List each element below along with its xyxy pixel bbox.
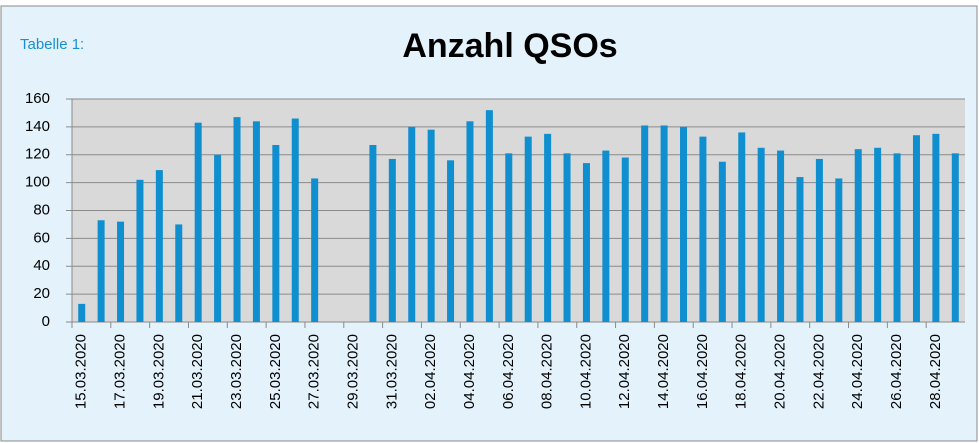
x-tick-label: 22.04.2020 xyxy=(810,334,827,409)
x-tick-label: 18.04.2020 xyxy=(733,334,750,409)
x-tick-label: 25.03.2020 xyxy=(267,334,284,409)
bar xyxy=(252,121,260,322)
y-tick-label: 0 xyxy=(42,313,50,330)
x-tick-label: 21.03.2020 xyxy=(189,334,206,409)
bar xyxy=(699,136,707,322)
x-tick-label: 10.04.2020 xyxy=(577,334,594,409)
bar xyxy=(427,129,435,322)
bar xyxy=(505,153,513,322)
bar xyxy=(796,177,804,322)
x-tick-label: 02.04.2020 xyxy=(422,334,439,409)
bar xyxy=(272,144,280,322)
bar xyxy=(408,126,416,322)
y-tick-label: 60 xyxy=(33,229,50,246)
x-tick-label: 08.04.2020 xyxy=(539,334,556,409)
chart-title: Anzahl QSOs xyxy=(402,27,617,65)
bar xyxy=(214,154,222,322)
bar xyxy=(757,147,765,322)
bar xyxy=(660,125,668,322)
bar xyxy=(291,118,299,322)
x-tick-label: 17.03.2020 xyxy=(112,334,129,409)
bar xyxy=(485,110,493,323)
y-tick-label: 160 xyxy=(25,90,50,107)
bar xyxy=(97,220,105,322)
x-tick-label: 20.04.2020 xyxy=(772,334,789,409)
x-tick-label: 19.03.2020 xyxy=(150,334,167,409)
bar xyxy=(369,144,377,322)
x-tick-label: 26.04.2020 xyxy=(888,334,905,409)
bar xyxy=(951,153,959,322)
bar xyxy=(524,136,532,322)
x-tick-label: 24.04.2020 xyxy=(849,334,866,409)
bar xyxy=(738,132,746,322)
y-tick-label: 140 xyxy=(25,118,50,135)
x-tick-label: 29.03.2020 xyxy=(344,334,361,409)
bar xyxy=(835,178,843,322)
caption: Tabelle 1: xyxy=(20,36,84,53)
bar xyxy=(854,149,862,322)
bar xyxy=(388,158,396,322)
x-tick-label: 28.04.2020 xyxy=(927,334,944,409)
bar xyxy=(563,153,571,322)
bar xyxy=(311,178,319,322)
bar xyxy=(175,224,183,322)
y-tick-label: 100 xyxy=(25,174,50,191)
y-tick-label: 80 xyxy=(33,201,50,218)
bar xyxy=(78,303,86,322)
x-tick-label: 31.03.2020 xyxy=(383,334,400,409)
bar xyxy=(194,122,202,322)
x-tick-label: 27.03.2020 xyxy=(306,334,323,409)
x-tick-label: 15.03.2020 xyxy=(73,334,90,409)
bar xyxy=(912,135,920,322)
bar xyxy=(544,133,552,322)
x-tick-label: 12.04.2020 xyxy=(616,334,633,409)
bar xyxy=(815,158,823,322)
bar xyxy=(155,170,163,322)
bar xyxy=(447,160,455,322)
bar xyxy=(582,163,590,322)
bar xyxy=(777,150,785,322)
bar xyxy=(641,125,649,322)
bar xyxy=(136,179,144,322)
x-tick-label: 16.04.2020 xyxy=(694,334,711,409)
bar xyxy=(718,161,726,322)
y-tick-label: 120 xyxy=(25,146,50,163)
x-tick-label: 14.04.2020 xyxy=(655,334,672,409)
bar xyxy=(621,157,629,322)
bar xyxy=(117,221,125,322)
bar xyxy=(932,133,940,322)
bar xyxy=(874,147,882,322)
y-tick-label: 40 xyxy=(33,257,50,274)
bar xyxy=(602,150,610,322)
bar xyxy=(233,117,241,323)
x-tick-label: 06.04.2020 xyxy=(500,334,517,409)
y-tick-label: 20 xyxy=(33,285,50,302)
bar xyxy=(680,126,688,322)
x-tick-label: 04.04.2020 xyxy=(461,334,478,409)
x-tick-label: 23.03.2020 xyxy=(228,334,245,409)
bar xyxy=(893,153,901,322)
bar xyxy=(466,121,474,322)
